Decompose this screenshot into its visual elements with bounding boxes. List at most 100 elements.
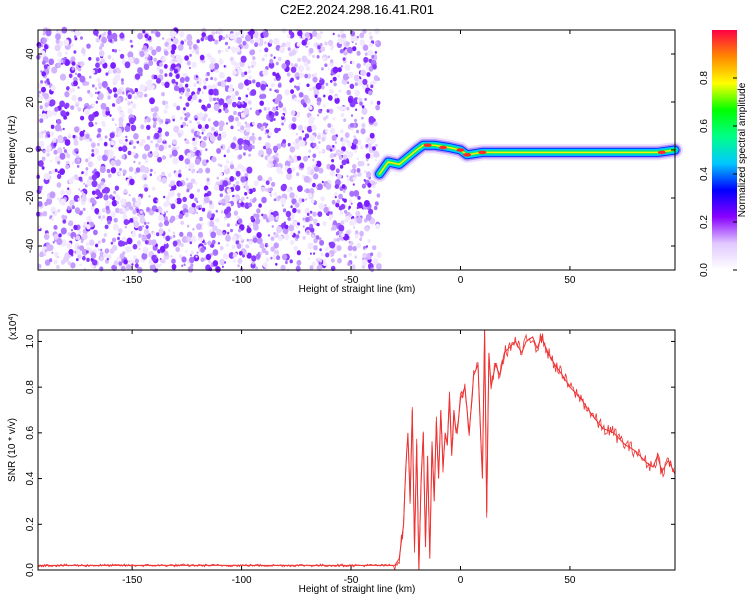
noise-speck (127, 94, 132, 100)
noise-speck (70, 105, 75, 110)
noise-speck (367, 139, 372, 144)
noise-speck (170, 255, 173, 258)
noise-speck (265, 244, 268, 248)
noise-speck (208, 260, 211, 264)
noise-speck (345, 150, 348, 154)
noise-speck (201, 131, 204, 135)
noise-speck (273, 192, 277, 196)
noise-speck (111, 49, 115, 52)
snr-y-axis-label: SNR (10 * v/v) (7, 418, 18, 482)
noise-speck (113, 93, 118, 98)
noise-speck (155, 31, 161, 38)
noise-speck (95, 57, 100, 62)
noise-speck (46, 244, 53, 252)
noise-speck (163, 195, 166, 199)
noise-speck (55, 33, 61, 41)
noise-speck (136, 140, 140, 144)
noise-speck (259, 100, 265, 106)
noise-speck (312, 117, 316, 121)
noise-speck (104, 135, 108, 139)
noise-speck (91, 203, 95, 207)
noise-speck (250, 89, 257, 96)
noise-speck (224, 108, 229, 114)
noise-speck (280, 197, 287, 205)
noise-speck (244, 172, 249, 178)
noise-speck (309, 252, 312, 255)
noise-speck (306, 73, 312, 79)
noise-speck (271, 225, 274, 228)
noise-speck (211, 31, 216, 36)
noise-speck (341, 146, 346, 152)
noise-speck (237, 218, 243, 224)
noise-speck (332, 225, 337, 231)
noise-speck (327, 55, 331, 59)
noise-speck (108, 69, 113, 74)
noise-speck (337, 34, 341, 38)
noise-speck (170, 53, 175, 58)
noise-speck (218, 32, 221, 35)
noise-speck (85, 242, 90, 247)
noise-speck (279, 46, 286, 54)
noise-speck (165, 104, 169, 110)
noise-speck (85, 133, 90, 139)
noise-speck (314, 161, 317, 165)
colorbar: 0.00.20.40.60.8 Normalized spectral ampl… (699, 30, 748, 277)
noise-speck (40, 131, 44, 135)
noise-speck (149, 173, 152, 177)
snr-multiplier-suffix: ) (8, 313, 19, 316)
noise-speck (254, 42, 259, 48)
noise-speck (216, 228, 222, 236)
noise-speck (269, 187, 273, 192)
noise-speck (177, 192, 181, 197)
noise-speck (339, 164, 344, 169)
noise-speck (226, 76, 232, 83)
noise-speck (163, 201, 169, 208)
noise-speck (376, 251, 382, 258)
noise-speck (363, 179, 366, 182)
noise-speck (311, 261, 316, 267)
noise-speck (351, 60, 355, 65)
noise-speck (334, 184, 339, 189)
noise-speck (287, 47, 291, 51)
noise-speck (235, 170, 241, 177)
noise-speck (113, 37, 118, 42)
noise-speck (331, 134, 337, 141)
noise-speck (344, 209, 348, 214)
noise-speck (149, 97, 155, 105)
noise-speck (309, 265, 314, 270)
noise-speck (102, 122, 106, 128)
noise-speck (280, 184, 287, 192)
noise-speck (315, 186, 318, 189)
y-tick-label: 0 (25, 147, 36, 153)
noise-speck (241, 101, 244, 105)
noise-speck (159, 62, 163, 67)
noise-speck (64, 139, 71, 146)
noise-speck (125, 138, 128, 142)
noise-speck (264, 187, 268, 192)
noise-speck (329, 164, 336, 171)
noise-speck (350, 126, 354, 131)
noise-speck (178, 169, 182, 173)
noise-speck (39, 105, 43, 110)
noise-speck (299, 72, 304, 79)
noise-speck (281, 63, 287, 70)
noise-speck (304, 189, 307, 193)
noise-speck (361, 183, 366, 189)
noise-speck (224, 164, 228, 170)
noise-speck (113, 156, 116, 159)
noise-speck (67, 261, 72, 266)
noise-speck (53, 142, 57, 147)
noise-speck (233, 110, 237, 116)
noise-speck (360, 128, 366, 135)
noise-speck (296, 172, 300, 177)
noise-speck (318, 167, 324, 174)
noise-speck (97, 240, 101, 245)
noise-speck (119, 253, 125, 259)
noise-speck (355, 230, 359, 235)
noise-speck (133, 230, 136, 233)
noise-speck (320, 31, 323, 34)
noise-speck (100, 181, 104, 186)
noise-speck (289, 146, 295, 153)
noise-speck (246, 238, 249, 242)
noise-speck (60, 110, 66, 117)
